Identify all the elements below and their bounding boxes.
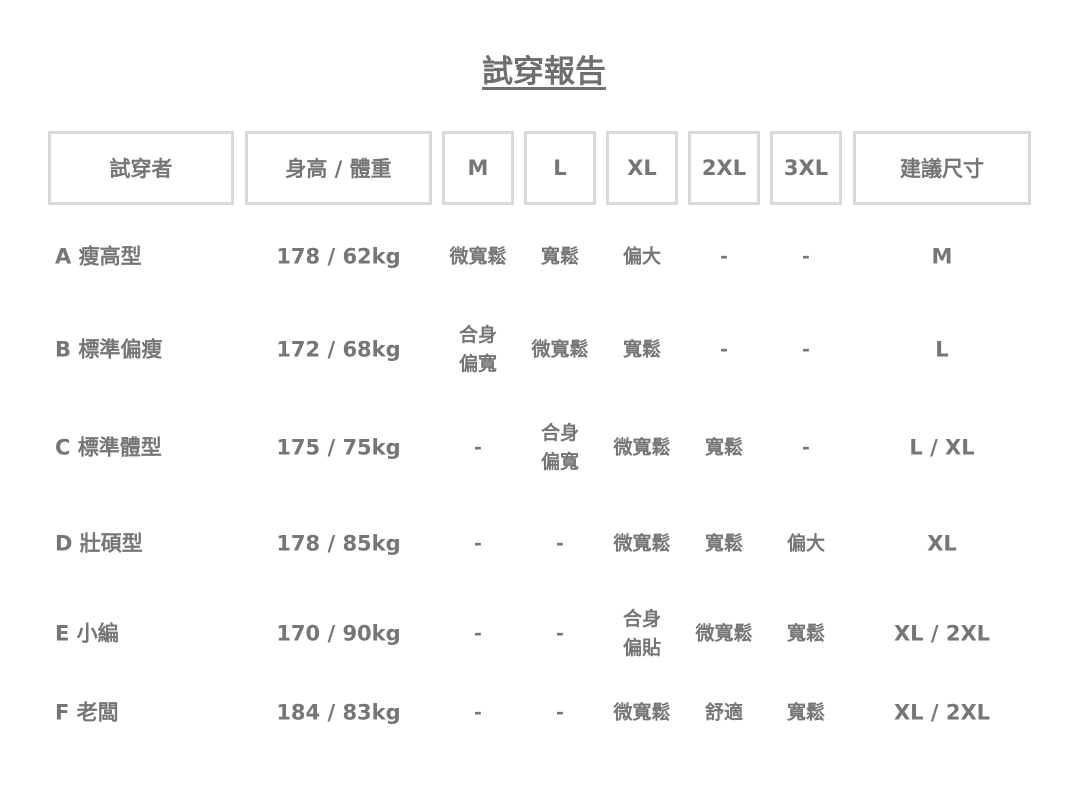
recommended-size: M xyxy=(931,244,953,269)
size-fit: 微寬鬆 xyxy=(613,436,671,459)
size-fit: 寬鬆 xyxy=(622,338,661,361)
size-fit: - xyxy=(802,338,810,361)
size-fit: - xyxy=(474,532,482,555)
recommended-size: L / XL xyxy=(909,435,975,460)
size-fit: 微寬鬆 xyxy=(613,701,671,724)
size-fit: 寬鬆 xyxy=(704,436,743,459)
height-weight: 172 / 68kg xyxy=(276,337,401,362)
size-fit: 合身 偏貼 xyxy=(622,608,661,659)
size-fit: 寬鬆 xyxy=(786,701,825,724)
size-fit: 寬鬆 xyxy=(704,532,743,555)
size-fit: 微寬鬆 xyxy=(695,622,753,645)
recommended-size: L xyxy=(935,337,949,362)
size-fit: - xyxy=(556,532,564,555)
tester-name: A 瘦高型 xyxy=(55,244,142,269)
tester-name: E 小編 xyxy=(55,621,119,646)
header-cell: 試穿者 xyxy=(48,131,234,205)
size-fit: - xyxy=(556,622,564,645)
size-fit: - xyxy=(556,701,564,724)
size-fit: 微寬鬆 xyxy=(449,245,507,268)
header-cell: L xyxy=(524,131,596,205)
size-fit: - xyxy=(474,622,482,645)
tester-name: D 壯碩型 xyxy=(55,531,143,556)
header-cell: XL xyxy=(606,131,678,205)
size-fit: 微寬鬆 xyxy=(531,338,589,361)
tester-name: B 標準偏瘦 xyxy=(55,337,163,362)
size-fit: 微寬鬆 xyxy=(613,532,671,555)
recommended-size: XL xyxy=(927,531,957,556)
size-fit: 舒適 xyxy=(704,701,743,724)
size-fit: 合身 偏寬 xyxy=(458,324,497,375)
size-fit: - xyxy=(474,436,482,459)
header-cell: 建議尺寸 xyxy=(853,131,1031,205)
size-fit: 偏大 xyxy=(622,245,661,268)
header-cell: 3XL xyxy=(770,131,842,205)
report-title: 試穿報告 xyxy=(482,54,606,90)
header-cell: 2XL xyxy=(688,131,760,205)
tester-name: F 老闆 xyxy=(55,700,119,725)
height-weight: 175 / 75kg xyxy=(276,435,401,460)
size-fit: - xyxy=(802,245,810,268)
size-fit: - xyxy=(802,436,810,459)
size-fit: 寬鬆 xyxy=(540,245,579,268)
header-cell: 身高 / 體重 xyxy=(245,131,432,205)
size-fit: 寬鬆 xyxy=(786,622,825,645)
height-weight: 178 / 62kg xyxy=(276,244,401,269)
size-fit: 偏大 xyxy=(786,532,825,555)
header-cell: M xyxy=(442,131,514,205)
tester-name: C 標準體型 xyxy=(55,435,162,460)
height-weight: 170 / 90kg xyxy=(276,621,401,646)
recommended-size: XL / 2XL xyxy=(893,700,991,725)
height-weight: 184 / 83kg xyxy=(276,700,401,725)
size-fit: - xyxy=(720,338,728,361)
height-weight: 178 / 85kg xyxy=(276,531,401,556)
size-fit: - xyxy=(720,245,728,268)
recommended-size: XL / 2XL xyxy=(893,621,991,646)
size-fit: 合身 偏寬 xyxy=(540,422,579,473)
size-fit: - xyxy=(474,701,482,724)
